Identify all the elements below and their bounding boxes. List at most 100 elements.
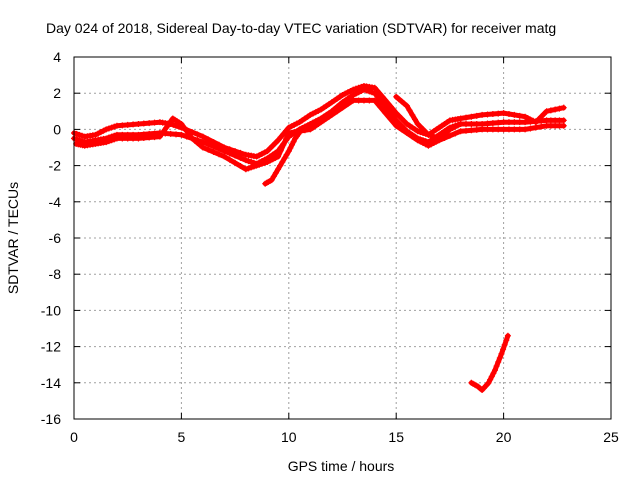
data-point (377, 103, 384, 110)
data-point (522, 119, 529, 126)
data-point (468, 120, 475, 127)
data-point (488, 373, 495, 380)
y-tick-label: -6 (49, 230, 62, 246)
y-axis-title: SDTVAR / TECUs (5, 182, 21, 294)
data-point (275, 153, 282, 160)
data-point (215, 151, 222, 158)
data-point (119, 122, 126, 129)
data-point (495, 126, 502, 133)
data-point (124, 135, 131, 142)
data-point (377, 91, 384, 98)
data-point (140, 120, 147, 127)
data-point (275, 137, 282, 144)
data-point (339, 104, 346, 111)
data-point (146, 134, 153, 141)
data-point (463, 120, 470, 127)
data-point (264, 148, 271, 155)
data-point (312, 109, 319, 116)
data-point (237, 149, 244, 156)
data-point (245, 165, 252, 172)
data-point (291, 129, 298, 136)
data-point (527, 125, 534, 132)
data-point (511, 111, 518, 118)
data-point (379, 94, 386, 101)
data-point (393, 122, 400, 129)
data-point (173, 122, 180, 129)
data-point (261, 149, 268, 156)
data-point (500, 119, 507, 126)
data-point (232, 148, 239, 155)
data-point (287, 144, 294, 151)
data-point (272, 139, 279, 146)
data-point (522, 126, 529, 133)
data-point (430, 139, 437, 146)
data-point (414, 128, 421, 135)
data-point (387, 110, 394, 117)
data-point (277, 147, 284, 154)
data-point (417, 123, 424, 130)
data-point (382, 97, 389, 104)
data-point (560, 122, 567, 129)
data-point (500, 126, 507, 133)
data-point (347, 87, 354, 94)
data-point (398, 115, 405, 122)
data-point (226, 146, 233, 153)
data-point (232, 159, 239, 166)
data-point (505, 111, 512, 118)
data-point (237, 163, 244, 170)
data-point (267, 145, 274, 152)
x-tick-label: 20 (496, 429, 512, 445)
data-point (473, 126, 480, 133)
data-point (495, 119, 502, 126)
data-point (328, 111, 335, 118)
data-point (374, 87, 381, 94)
data-point (516, 112, 523, 119)
data-point (457, 128, 464, 135)
data-point (293, 120, 300, 127)
data-point (178, 131, 185, 138)
data-point (309, 110, 316, 117)
data-point (199, 144, 206, 151)
data-point (283, 135, 290, 142)
data-point (484, 120, 491, 127)
data-point (275, 166, 282, 173)
data-point (100, 127, 107, 134)
data-point (454, 122, 461, 129)
data-point (166, 120, 173, 127)
data-point (267, 157, 274, 164)
data-point (500, 346, 507, 353)
data-point (414, 137, 421, 144)
data-point (130, 135, 137, 142)
data-point (334, 108, 341, 115)
data-point (495, 110, 502, 117)
data-point (178, 120, 185, 127)
data-point (398, 126, 405, 133)
data-point (530, 117, 537, 124)
data-point (360, 97, 367, 104)
data-point (288, 123, 295, 130)
data-point (186, 131, 193, 138)
data-point (393, 110, 400, 117)
data-point (428, 141, 435, 148)
data-point (307, 120, 314, 127)
data-point (484, 111, 491, 118)
series-layer (71, 82, 567, 394)
x-axis-title: GPS time / hours (288, 458, 395, 474)
data-point (371, 97, 378, 104)
data-point (289, 141, 296, 148)
data-point (489, 120, 496, 127)
data-point (108, 137, 115, 144)
data-point (511, 119, 518, 126)
data-point (258, 160, 265, 167)
data-point (242, 157, 249, 164)
data-point (552, 106, 559, 113)
data-point (428, 132, 435, 139)
data-point (111, 123, 118, 130)
data-point (468, 113, 475, 120)
series-track-5 (393, 93, 464, 142)
data-point (151, 119, 158, 126)
data-point (269, 156, 276, 163)
data-point (210, 139, 217, 146)
y-tick-label: -4 (49, 194, 62, 210)
data-point (119, 135, 126, 142)
